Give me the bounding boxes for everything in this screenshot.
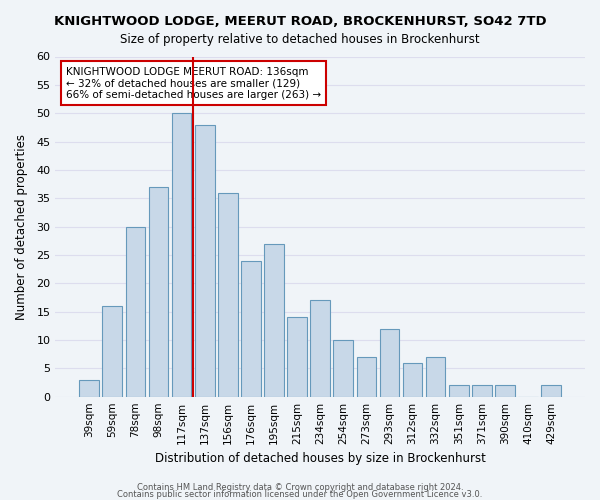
- Bar: [356, 357, 376, 397]
- Bar: [172, 113, 191, 397]
- Bar: [495, 386, 515, 396]
- Text: Size of property relative to detached houses in Brockenhurst: Size of property relative to detached ho…: [120, 32, 480, 46]
- Bar: [103, 306, 122, 396]
- Bar: [541, 386, 561, 396]
- Text: KNIGHTWOOD LODGE MEERUT ROAD: 136sqm
← 32% of detached houses are smaller (129)
: KNIGHTWOOD LODGE MEERUT ROAD: 136sqm ← 3…: [66, 66, 321, 100]
- X-axis label: Distribution of detached houses by size in Brockenhurst: Distribution of detached houses by size …: [155, 452, 485, 465]
- Text: Contains public sector information licensed under the Open Government Licence v3: Contains public sector information licen…: [118, 490, 482, 499]
- Text: Contains HM Land Registry data © Crown copyright and database right 2024.: Contains HM Land Registry data © Crown c…: [137, 484, 463, 492]
- Bar: [380, 328, 399, 396]
- Bar: [241, 260, 260, 396]
- Bar: [334, 340, 353, 396]
- Bar: [149, 187, 169, 396]
- Bar: [449, 386, 469, 396]
- Y-axis label: Number of detached properties: Number of detached properties: [15, 134, 28, 320]
- Bar: [472, 386, 491, 396]
- Bar: [287, 318, 307, 396]
- Bar: [310, 300, 330, 396]
- Bar: [79, 380, 99, 396]
- Bar: [218, 192, 238, 396]
- Bar: [426, 357, 445, 397]
- Bar: [264, 244, 284, 396]
- Bar: [403, 362, 422, 396]
- Bar: [125, 226, 145, 396]
- Bar: [195, 124, 215, 396]
- Text: KNIGHTWOOD LODGE, MEERUT ROAD, BROCKENHURST, SO42 7TD: KNIGHTWOOD LODGE, MEERUT ROAD, BROCKENHU…: [53, 15, 547, 28]
